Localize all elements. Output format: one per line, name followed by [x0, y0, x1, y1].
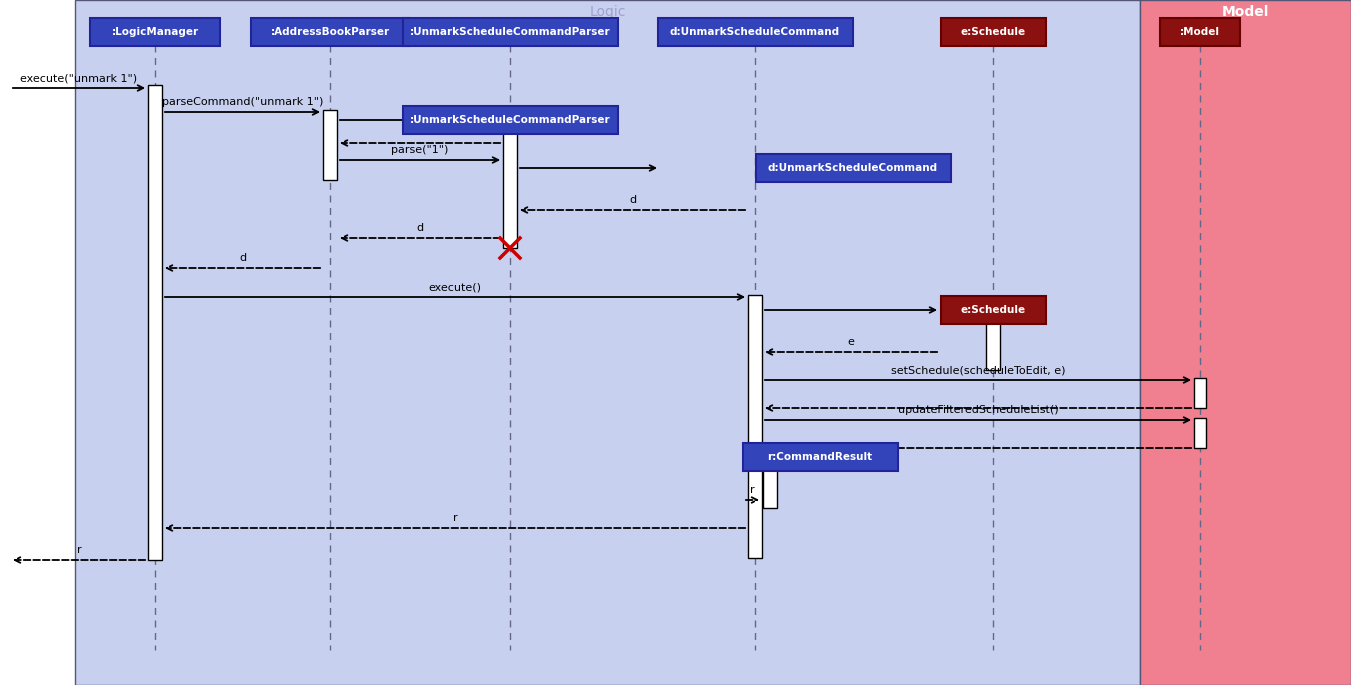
Bar [91, 18, 220, 46]
Bar [763, 457, 777, 508]
Text: setSchedule(scheduleToEdit, e): setSchedule(scheduleToEdit, e) [890, 365, 1065, 375]
Text: :AddressBookParser: :AddressBookParser [270, 27, 389, 37]
Bar [1194, 418, 1206, 448]
Bar [748, 295, 762, 558]
Text: d: d [416, 223, 424, 233]
Bar [76, 0, 1140, 685]
Bar [1194, 378, 1206, 408]
Bar [251, 18, 409, 46]
Text: r: r [453, 513, 457, 523]
Text: updateFilteredScheduleList(): updateFilteredScheduleList() [897, 405, 1058, 415]
Text: execute(): execute() [428, 282, 481, 292]
Text: Model: Model [1221, 5, 1269, 19]
Bar [940, 296, 1046, 324]
Text: d: d [239, 253, 246, 263]
Text: d: d [630, 195, 636, 205]
Bar [940, 18, 1046, 46]
Text: :UnmarkScheduleCommandParser: :UnmarkScheduleCommandParser [409, 27, 611, 37]
Text: d:UnmarkScheduleCommand: d:UnmarkScheduleCommand [670, 27, 840, 37]
Bar [403, 106, 617, 134]
Text: r: r [77, 545, 81, 555]
Text: r: r [750, 485, 755, 495]
Text: e: e [847, 337, 854, 347]
Text: e:Schedule: e:Schedule [961, 27, 1025, 37]
Bar [323, 110, 336, 180]
Bar [503, 130, 517, 248]
Text: d:UnmarkScheduleCommand: d:UnmarkScheduleCommand [767, 163, 938, 173]
Bar [743, 443, 897, 471]
Bar [1161, 18, 1240, 46]
Text: :UnmarkScheduleCommandParser: :UnmarkScheduleCommandParser [409, 115, 611, 125]
Text: Logic: Logic [589, 5, 626, 19]
Text: r:CommandResult: r:CommandResult [767, 452, 873, 462]
Text: e:Schedule: e:Schedule [961, 305, 1025, 315]
Bar [755, 154, 951, 182]
Bar [658, 18, 852, 46]
Bar [1140, 0, 1351, 685]
Text: :LogicManager: :LogicManager [111, 27, 199, 37]
Text: execute("unmark 1"): execute("unmark 1") [20, 73, 138, 83]
Bar [149, 85, 162, 560]
Text: parse("1"): parse("1") [392, 145, 449, 155]
Bar [403, 18, 617, 46]
Text: parseCommand("unmark 1"): parseCommand("unmark 1") [162, 97, 323, 107]
Text: :Model: :Model [1179, 27, 1220, 37]
Bar [986, 310, 1000, 370]
